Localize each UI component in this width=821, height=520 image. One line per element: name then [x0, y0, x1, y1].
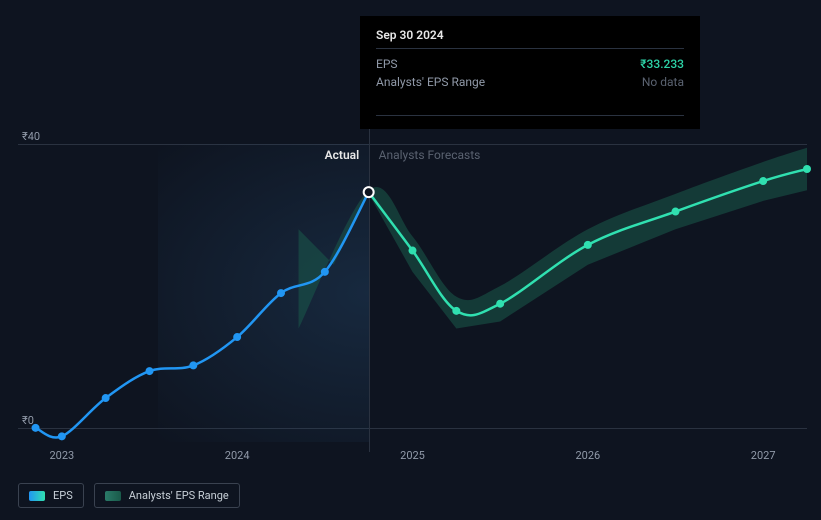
- eps-point-marker[interactable]: [496, 300, 504, 308]
- section-label-forecast: Analysts Forecasts: [379, 148, 481, 162]
- analyst-range-band: [299, 148, 807, 329]
- x-axis-label: 2025: [400, 449, 425, 462]
- eps-point-marker[interactable]: [672, 208, 680, 216]
- tooltip-label: EPS: [376, 57, 398, 71]
- eps-point-marker[interactable]: [102, 394, 110, 402]
- legend-item[interactable]: Analysts' EPS Range: [94, 483, 240, 508]
- tooltip-row: Analysts' EPS Range No data: [376, 73, 684, 91]
- eps-point-marker[interactable]: [146, 367, 154, 375]
- y-axis-label: ₹40: [22, 130, 40, 143]
- tooltip-row: EPS ₹33.233: [376, 55, 684, 73]
- chart-legend: EPS Analysts' EPS Range: [18, 483, 240, 508]
- x-axis-label: 2023: [49, 449, 74, 462]
- eps-line-actual: [36, 192, 369, 437]
- legend-label: EPS: [53, 489, 73, 502]
- tooltip-date: Sep 30 2024: [376, 28, 684, 49]
- legend-label: Analysts' EPS Range: [129, 489, 229, 502]
- eps-point-marker[interactable]: [364, 187, 374, 197]
- legend-swatch-icon: [29, 491, 45, 501]
- eps-point-marker[interactable]: [584, 241, 592, 249]
- legend-swatch-icon: [105, 491, 121, 501]
- eps-point-marker[interactable]: [233, 333, 241, 341]
- eps-point-marker[interactable]: [803, 165, 811, 173]
- eps-point-marker[interactable]: [759, 177, 767, 185]
- section-label-actual: Actual: [325, 148, 360, 162]
- eps-point-marker[interactable]: [409, 247, 417, 255]
- eps-point-marker[interactable]: [189, 361, 197, 369]
- tooltip-value: No data: [642, 75, 684, 89]
- x-axis-label: 2027: [751, 449, 776, 462]
- eps-point-marker[interactable]: [277, 289, 285, 297]
- x-axis-label: 2024: [225, 449, 250, 462]
- y-axis-label: ₹0: [22, 414, 34, 427]
- eps-point-marker[interactable]: [321, 268, 329, 276]
- legend-item[interactable]: EPS: [18, 483, 84, 508]
- eps-point-marker[interactable]: [452, 307, 460, 315]
- x-axis-label: 2026: [575, 449, 600, 462]
- eps-point-marker[interactable]: [58, 432, 66, 440]
- tooltip-label: Analysts' EPS Range: [376, 75, 485, 89]
- chart-tooltip: Sep 30 2024 EPS ₹33.233 Analysts' EPS Rang…: [360, 16, 700, 129]
- tooltip-footer: [376, 115, 684, 117]
- tooltip-value: ₹33.233: [640, 57, 684, 71]
